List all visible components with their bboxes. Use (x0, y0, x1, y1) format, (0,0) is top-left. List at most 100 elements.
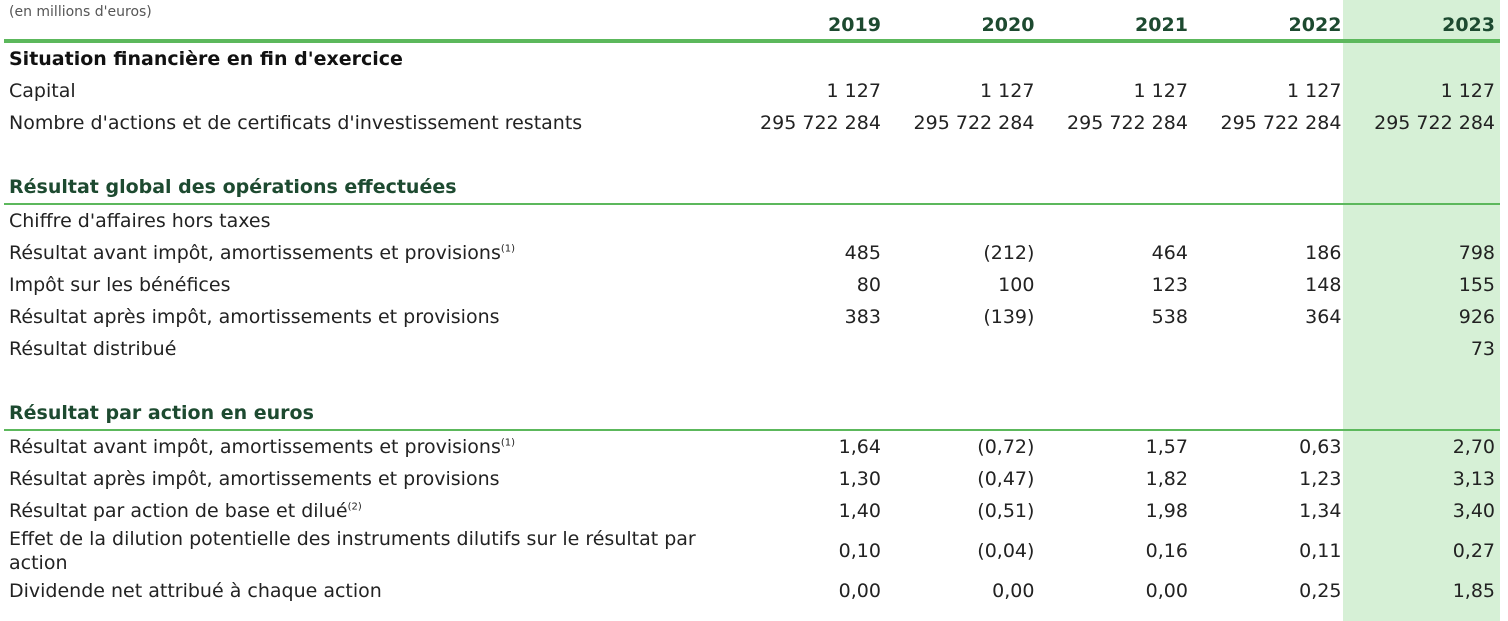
table-header-row: (en millions d'euros) 2019 2020 2021 202… (4, 0, 1500, 43)
value-cell: 1,85 (1452, 580, 1495, 602)
section-title-row: Résultat par action en euros (4, 397, 1500, 431)
value-cell: 0,10 (838, 540, 881, 562)
row-label-cell: Résultat distribué (4, 333, 732, 365)
row-label: Impôt sur les bénéfices (9, 274, 231, 296)
row-label: Résultat avant impôt, amortissements et … (9, 436, 501, 458)
value-cell: 485 (844, 242, 881, 264)
value-cell: 148 (1305, 274, 1342, 296)
table-row: Résultat avant impôt, amortissements et … (4, 430, 1500, 463)
row-label-cell: Résultat après impôt, amortissements et … (4, 463, 732, 495)
section-title-row: Situation financière en fin d'exercice (4, 41, 1500, 75)
table-row: Résultat avant impôt, amortissements et … (4, 237, 1500, 269)
value-cell: 1,34 (1299, 500, 1342, 522)
row-label-cell: Résultat après impôt, amortissements et … (4, 301, 732, 333)
row-label-cell: Dividende net attribué à chaque action (4, 575, 732, 607)
year-header: 2019 (732, 0, 886, 43)
value-cell: 186 (1305, 242, 1342, 264)
table-row: Impôt sur les bénéfices 80 100 123 148 155 (4, 269, 1500, 301)
value-cell: 1,98 (1145, 500, 1188, 522)
value-cell: 1,23 (1299, 468, 1342, 490)
row-label: Chiffre d'affaires hors taxes (9, 210, 271, 232)
value-cell: 364 (1305, 306, 1342, 328)
row-label-cell: Chiffre d'affaires hors taxes (4, 204, 732, 237)
year-header: 2021 (1039, 0, 1193, 43)
table-row: Résultat après impôt, amortissements et … (4, 301, 1500, 333)
table-row: Effet de la dilution potentielle des ins… (4, 527, 1500, 575)
footnote-marker: (1) (500, 243, 516, 255)
value-cell: 0,16 (1145, 540, 1188, 562)
value-cell: 0,27 (1452, 540, 1495, 562)
value-cell: 1,82 (1145, 468, 1188, 490)
row-label-cell: Résultat avant impôt, amortissements et … (4, 430, 732, 463)
value-cell: (0,47) (977, 468, 1035, 490)
value-cell: 1,40 (838, 500, 881, 522)
row-label: Capital (9, 80, 76, 102)
value-cell: 100 (998, 274, 1035, 296)
row-label: Résultat après impôt, amortissements et … (9, 306, 500, 328)
value-cell: 3,40 (1452, 500, 1495, 522)
table-row: Chiffre d'affaires hors taxes (4, 204, 1500, 237)
year-header: 2020 (885, 0, 1040, 43)
row-label: Résultat distribué (9, 338, 177, 360)
row-label: Dividende net attribué à chaque action (9, 580, 382, 602)
value-cell: 295 722 284 (1067, 112, 1188, 134)
value-cell (886, 333, 1040, 365)
spacer-row (4, 139, 1500, 171)
value-cell: 1,30 (838, 468, 881, 490)
value-cell: 538 (1151, 306, 1188, 328)
financial-results-table-container: (en millions d'euros) 2019 2020 2021 202… (4, 0, 1504, 621)
row-label: Résultat avant impôt, amortissements et … (9, 242, 501, 264)
footnote-marker: (2) (347, 501, 362, 513)
table-row: Capital 1 127 1 127 1 127 1 127 1 127 (4, 75, 1500, 107)
table-row: Résultat après impôt, amortissements et … (4, 463, 1500, 495)
value-cell: 295 722 284 (760, 112, 881, 134)
value-cell: 3,13 (1452, 468, 1495, 490)
value-cell: 1 127 (1133, 80, 1188, 102)
value-cell (886, 204, 1040, 237)
five-year-financial-results-table: (en millions d'euros) 2019 2020 2021 202… (4, 0, 1500, 607)
value-cell: 926 (1458, 306, 1495, 328)
row-label-cell: Résultat par action de base et dilué(2) (4, 495, 732, 527)
value-cell: (0,51) (977, 500, 1035, 522)
value-cell: 295 722 284 (1374, 112, 1495, 134)
value-cell (1193, 204, 1347, 237)
value-cell: (212) (983, 242, 1035, 264)
section-title: Résultat par action en euros (4, 397, 1500, 431)
spacer-row (4, 365, 1500, 397)
value-cell: 295 722 284 (1220, 112, 1342, 134)
value-cell: 1 127 (826, 80, 881, 102)
highlighted-2023-column (1343, 0, 1500, 621)
value-cell: 0,00 (992, 580, 1035, 602)
value-cell: 0,11 (1299, 540, 1342, 562)
value-cell: 123 (1151, 274, 1188, 296)
value-cell: 1,57 (1145, 436, 1188, 458)
value-cell: 1 127 (980, 80, 1035, 102)
footnote-marker: (1) (500, 437, 516, 449)
row-label-cell: Nombre d'actions et de certificats d'inv… (4, 107, 732, 139)
value-cell: (139) (983, 306, 1035, 328)
row-label-cell: Capital (4, 75, 732, 107)
value-cell (1039, 204, 1193, 237)
value-cell: 0,00 (838, 580, 881, 602)
value-cell: 0,00 (1145, 580, 1188, 602)
value-cell (732, 333, 886, 365)
value-cell: (0,04) (977, 540, 1035, 562)
value-cell: 798 (1458, 242, 1495, 264)
year-header: 2023 (1346, 0, 1500, 43)
table-row: Résultat par action de base et dilué(2) 1… (4, 495, 1500, 527)
value-cell (732, 204, 886, 237)
table-row: Résultat distribué 73 (4, 333, 1500, 365)
value-cell (1039, 333, 1193, 365)
row-label: Effet de la dilution potentielle des ins… (9, 528, 696, 574)
value-cell: 1,64 (838, 436, 881, 458)
value-cell (1193, 333, 1347, 365)
value-cell: 464 (1151, 242, 1188, 264)
value-cell: 80 (856, 274, 881, 296)
value-cell: 295 722 284 (913, 112, 1035, 134)
section-title: Situation financière en fin d'exercice (9, 48, 403, 70)
value-cell: 383 (844, 306, 881, 328)
row-label-cell: Impôt sur les bénéfices (4, 269, 732, 301)
value-cell (1346, 204, 1500, 237)
value-cell: 1 127 (1287, 80, 1342, 102)
row-label-cell: Résultat avant impôt, amortissements et … (4, 237, 732, 269)
